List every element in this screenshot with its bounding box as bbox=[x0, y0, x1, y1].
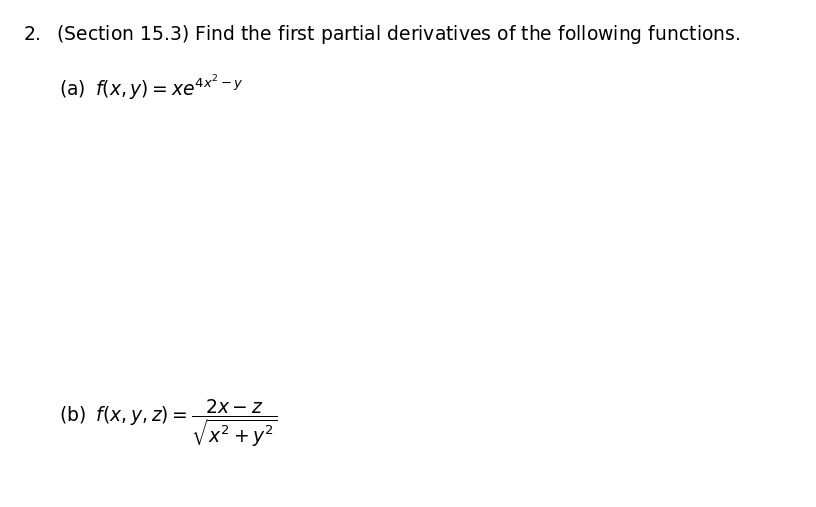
Text: $\mathrm{(a)}$$\;\; f(x,y) = xe^{4x^2-y}$: $\mathrm{(a)}$$\;\; f(x,y) = xe^{4x^2-y}… bbox=[59, 74, 244, 102]
Text: $2.$  $\mathrm{(Section\ 15.3)\ Find\ the\ first\ partial\ derivatives\ of\ the\: $2.$ $\mathrm{(Section\ 15.3)\ Find\ the… bbox=[23, 23, 740, 46]
Text: $\mathrm{(b)}$$\;\; f(x,y,z) = \dfrac{2x - z}{\sqrt{x^2 + y^2}}$: $\mathrm{(b)}$$\;\; f(x,y,z) = \dfrac{2x… bbox=[59, 398, 277, 449]
